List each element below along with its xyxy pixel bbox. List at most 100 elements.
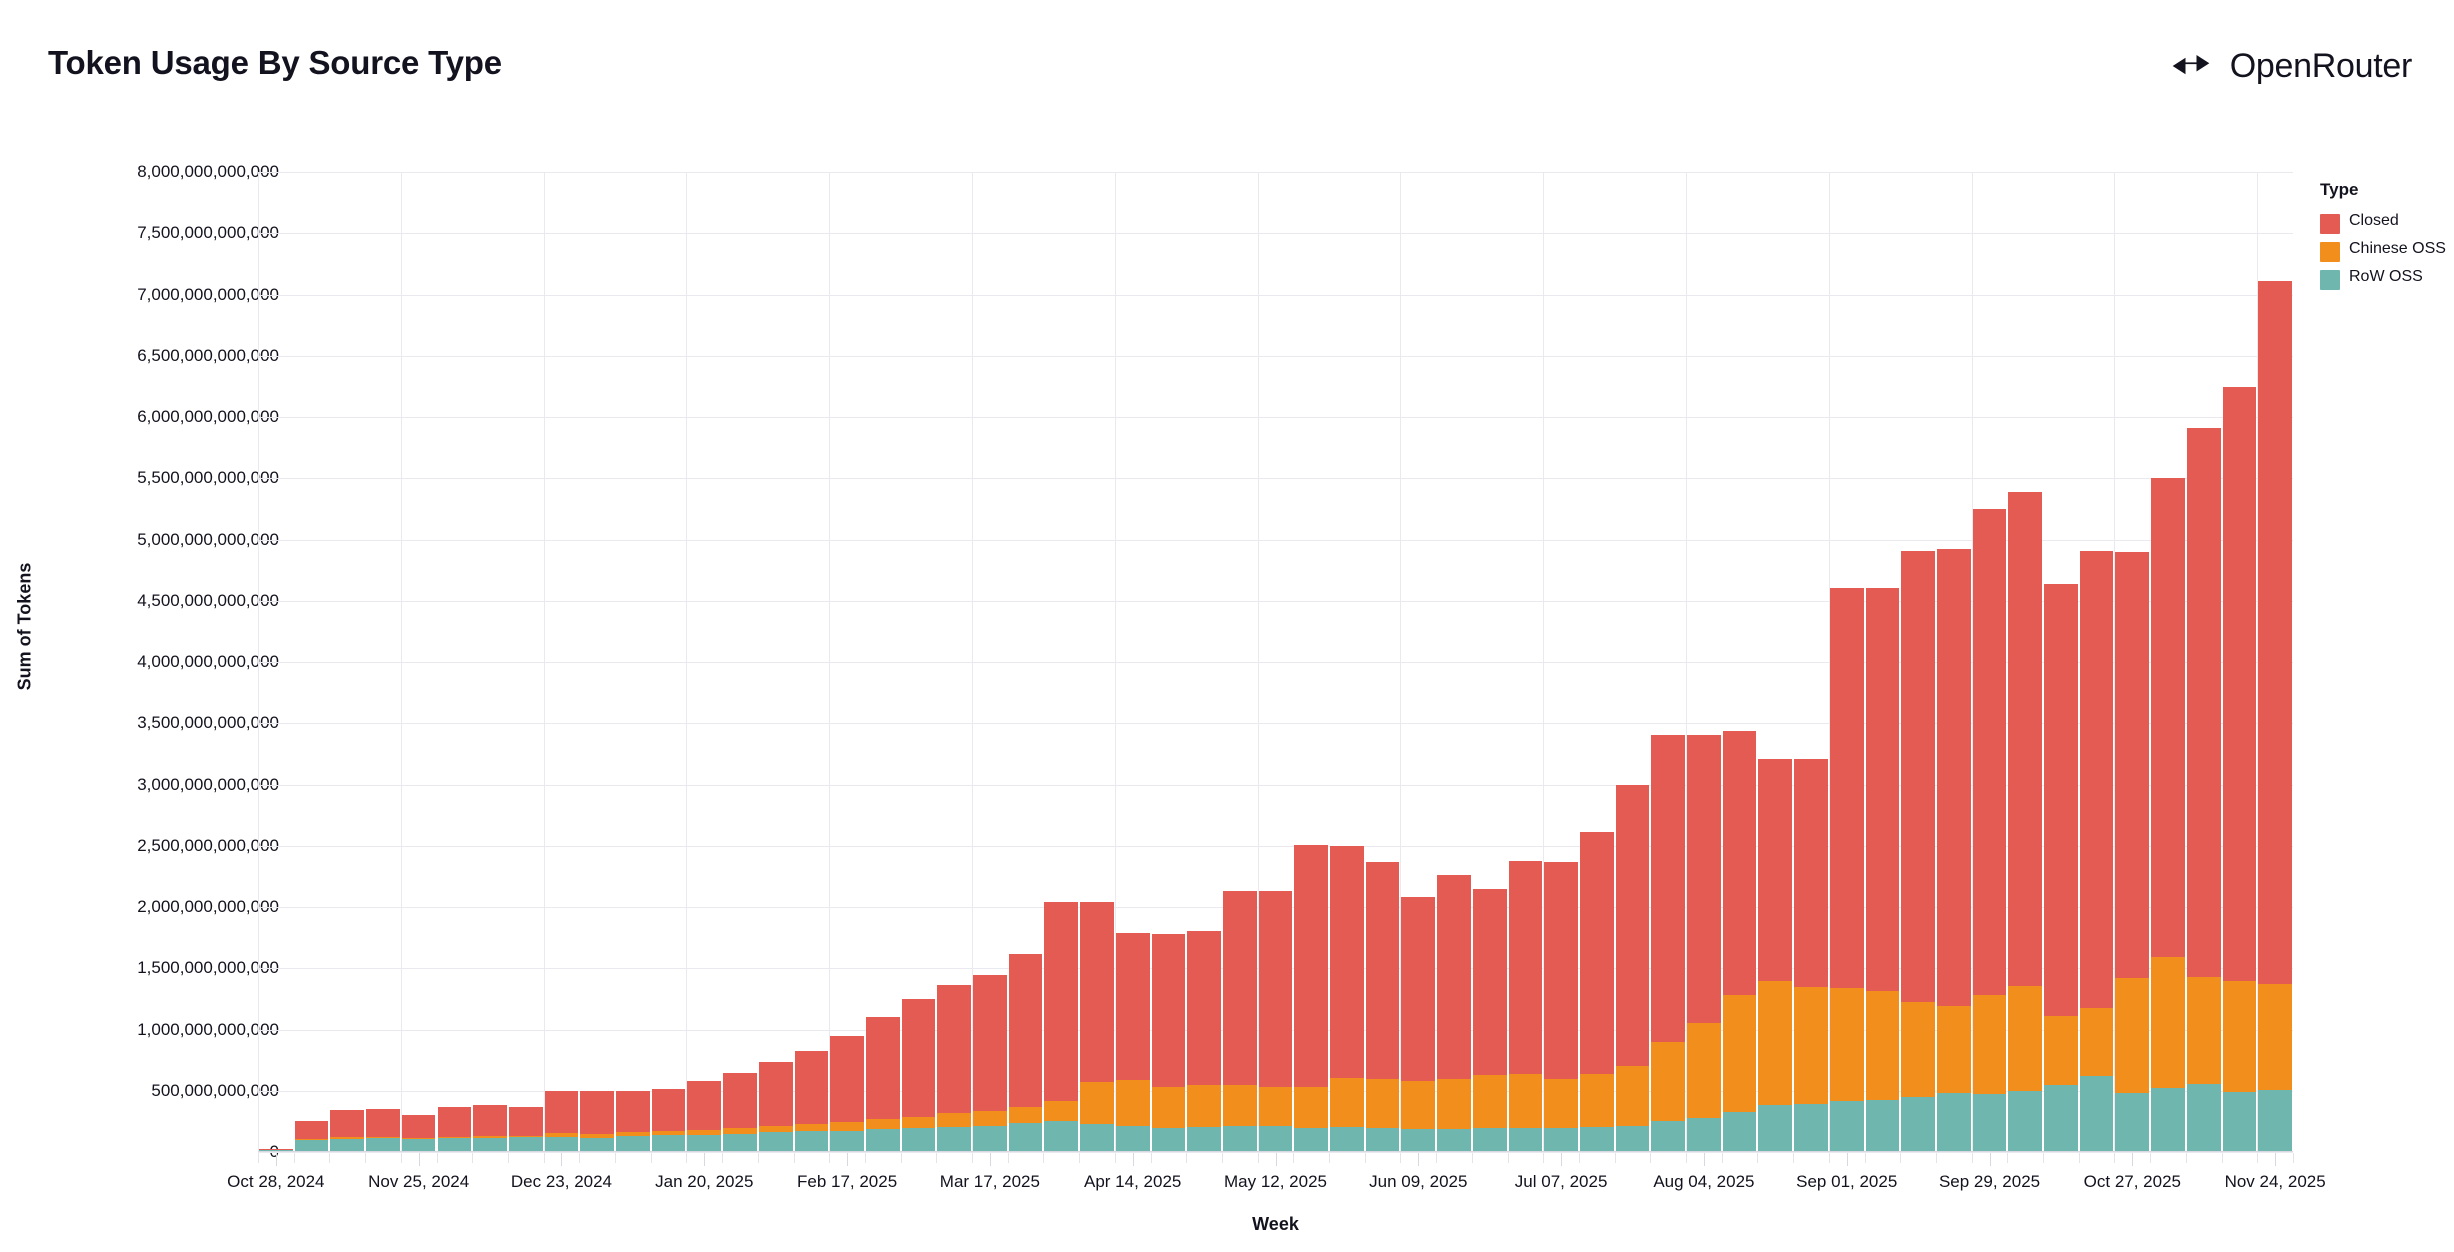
bar-segment-chinese-oss[interactable] [830,1122,864,1131]
bar-segment-closed[interactable] [1865,587,1900,991]
bar-segment-row-oss[interactable] [1044,1120,1079,1152]
bar-segment-closed[interactable] [865,1016,900,1119]
bar-stack[interactable] [508,1106,543,1152]
bar-segment-closed[interactable] [2115,551,2150,979]
bar-segment-closed[interactable] [508,1106,543,1136]
bar-segment-row-oss[interactable] [437,1138,472,1152]
bar-segment-chinese-oss[interactable] [1294,1087,1329,1128]
bar-stack[interactable] [1687,734,1721,1152]
bar-segment-row-oss[interactable] [1687,1118,1721,1152]
bar-segment-chinese-oss[interactable] [294,1139,329,1141]
bar-stack[interactable] [687,1080,722,1152]
bar-segment-closed[interactable] [687,1080,722,1130]
bar-segment-closed[interactable] [723,1072,757,1128]
bar-segment-chinese-oss[interactable] [1615,1065,1650,1126]
bar-segment-chinese-oss[interactable] [1151,1087,1186,1128]
bar-stack[interactable] [1044,901,1079,1152]
bar-stack[interactable] [651,1088,686,1152]
bar-segment-row-oss[interactable] [1544,1128,1578,1152]
bar-segment-closed[interactable] [937,984,972,1114]
bar-segment-chinese-oss[interactable] [2222,981,2257,1092]
bar-segment-row-oss[interactable] [2258,1090,2292,1152]
bar-segment-chinese-oss[interactable] [687,1129,722,1135]
bar-segment-row-oss[interactable] [1722,1111,1757,1152]
bar-stack[interactable] [865,1016,900,1152]
bar-segment-row-oss[interactable] [794,1131,829,1152]
bar-stack[interactable] [1794,759,1828,1152]
bar-segment-row-oss[interactable] [1829,1101,1864,1152]
bar-segment-closed[interactable] [1115,933,1150,1081]
bar-stack[interactable] [1615,784,1650,1152]
bar-segment-row-oss[interactable] [830,1130,864,1152]
bar-segment-chinese-oss[interactable] [544,1133,579,1137]
bar-segment-row-oss[interactable] [544,1136,579,1152]
bar-segment-closed[interactable] [2008,492,2043,987]
bar-segment-closed[interactable] [1508,861,1543,1075]
bar-segment-chinese-oss[interactable] [901,1116,936,1129]
bar-segment-row-oss[interactable] [651,1135,686,1152]
bar-segment-chinese-oss[interactable] [1901,1001,1935,1097]
bar-segment-chinese-oss[interactable] [1401,1080,1436,1130]
legend-item[interactable]: Chinese OSS [2320,240,2454,262]
bar-segment-row-oss[interactable] [1437,1128,1471,1152]
bar-segment-row-oss[interactable] [1936,1093,1971,1152]
bar-segment-row-oss[interactable] [2186,1084,2221,1152]
bar-segment-chinese-oss[interactable] [1579,1074,1614,1127]
bar-segment-closed[interactable] [1687,734,1721,1023]
bar-segment-closed[interactable] [401,1114,436,1138]
bar-segment-closed[interactable] [1294,845,1329,1088]
bar-segment-closed[interactable] [473,1105,507,1137]
bar-stack[interactable] [1258,891,1293,1152]
bar-segment-chinese-oss[interactable] [473,1136,507,1138]
bar-segment-closed[interactable] [1258,891,1293,1088]
bar-segment-row-oss[interactable] [508,1137,543,1152]
bar-segment-closed[interactable] [1651,734,1686,1042]
bar-segment-row-oss[interactable] [865,1129,900,1152]
bar-stack[interactable] [473,1105,507,1152]
bar-segment-row-oss[interactable] [1651,1121,1686,1152]
bar-stack[interactable] [758,1061,793,1152]
bar-segment-chinese-oss[interactable] [1437,1078,1471,1129]
bar-stack[interactable] [1651,734,1686,1152]
bar-segment-chinese-oss[interactable] [1115,1080,1150,1126]
bar-segment-chinese-oss[interactable] [616,1132,650,1137]
bar-segment-chinese-oss[interactable] [651,1130,686,1136]
bar-segment-closed[interactable] [616,1091,650,1133]
bar-segment-closed[interactable] [2258,281,2292,985]
bar-stack[interactable] [1901,551,1935,1152]
bar-segment-chinese-oss[interactable] [1187,1085,1221,1127]
bar-segment-row-oss[interactable] [2044,1085,2078,1152]
bar-segment-chinese-oss[interactable] [2044,1016,2078,1086]
bar-segment-row-oss[interactable] [1294,1127,1329,1152]
bar-segment-chinese-oss[interactable] [1651,1041,1686,1122]
bar-segment-row-oss[interactable] [1080,1124,1114,1152]
bar-segment-closed[interactable] [2044,583,2078,1017]
bar-segment-chinese-oss[interactable] [723,1127,757,1134]
bar-segment-closed[interactable] [1829,587,1864,989]
bar-segment-closed[interactable] [1401,896,1436,1081]
bar-segment-closed[interactable] [901,998,936,1117]
bar-segment-row-oss[interactable] [2151,1088,2185,1152]
bar-stack[interactable] [2151,477,2185,1152]
bar-stack[interactable] [1365,862,1400,1152]
bar-stack[interactable] [937,984,972,1152]
bar-segment-chinese-oss[interactable] [1008,1106,1043,1124]
bar-segment-closed[interactable] [1794,759,1828,988]
bar-segment-row-oss[interactable] [973,1125,1007,1152]
bar-segment-row-oss[interactable] [2079,1076,2114,1152]
bar-segment-chinese-oss[interactable] [2008,986,2043,1091]
bar-segment-chinese-oss[interactable] [1472,1075,1507,1129]
bar-segment-row-oss[interactable] [616,1136,650,1152]
bar-segment-chinese-oss[interactable] [366,1136,400,1138]
bar-segment-closed[interactable] [1080,901,1114,1082]
bar-segment-closed[interactable] [544,1091,579,1134]
bar-segment-row-oss[interactable] [401,1138,436,1152]
bar-stack[interactable] [1437,875,1471,1152]
bar-segment-chinese-oss[interactable] [1758,980,1793,1105]
bar-segment-chinese-oss[interactable] [1330,1077,1364,1127]
bar-segment-closed[interactable] [330,1109,365,1138]
bar-stack[interactable] [1936,549,1971,1152]
bar-segment-closed[interactable] [651,1088,686,1131]
bar-segment-closed[interactable] [1187,930,1221,1086]
bar-segment-chinese-oss[interactable] [1794,987,1828,1104]
